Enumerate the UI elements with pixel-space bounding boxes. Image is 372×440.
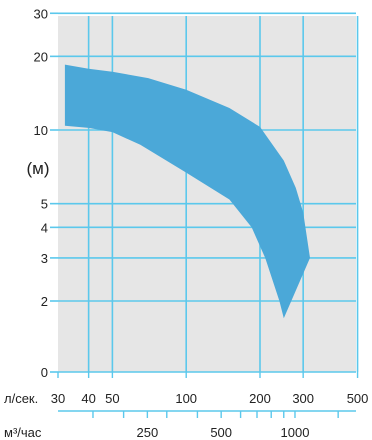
performance-area-shape: [64, 64, 311, 319]
y-axis-label: (м): [26, 159, 49, 178]
secondary-axis-ticks: [92, 411, 339, 418]
x-tick-label-100: 100: [175, 391, 197, 406]
x-tick-label-500: 500: [347, 391, 369, 406]
sec-tick-label-500: 500: [210, 425, 232, 440]
x-axis-secondary-label: м³/час: [4, 425, 42, 440]
x-tick-label-40: 40: [81, 391, 95, 406]
y-tick-label-0: 0: [41, 365, 48, 380]
y-tick-label-10: 10: [34, 123, 48, 138]
sec-tick-label-250: 250: [137, 425, 159, 440]
y-tick-label-2: 2: [41, 294, 48, 309]
x-tick-label-300: 300: [292, 391, 314, 406]
y-tick-label-30: 30: [34, 6, 48, 21]
plot-background: [58, 16, 356, 372]
x-tick-label-200: 200: [249, 391, 271, 406]
x-axis-secondary-tick-labels: 250 500 1000: [137, 425, 310, 440]
y-tick-label-20: 20: [34, 49, 48, 64]
grid-lines: [50, 12, 359, 378]
performance-area: [64, 64, 311, 319]
x-tick-label-50: 50: [105, 391, 119, 406]
x-axis-primary-tick-labels: 30 40 50 100 200 300 500: [51, 391, 369, 406]
x-axis-primary-label: л/сек.: [4, 391, 38, 406]
y-tick-label-4: 4: [41, 220, 48, 235]
y-tick-label-3: 3: [41, 251, 48, 266]
y-tick-label-5: 5: [41, 197, 48, 212]
x-tick-label-30: 30: [51, 391, 65, 406]
sec-tick-label-1000: 1000: [281, 425, 310, 440]
